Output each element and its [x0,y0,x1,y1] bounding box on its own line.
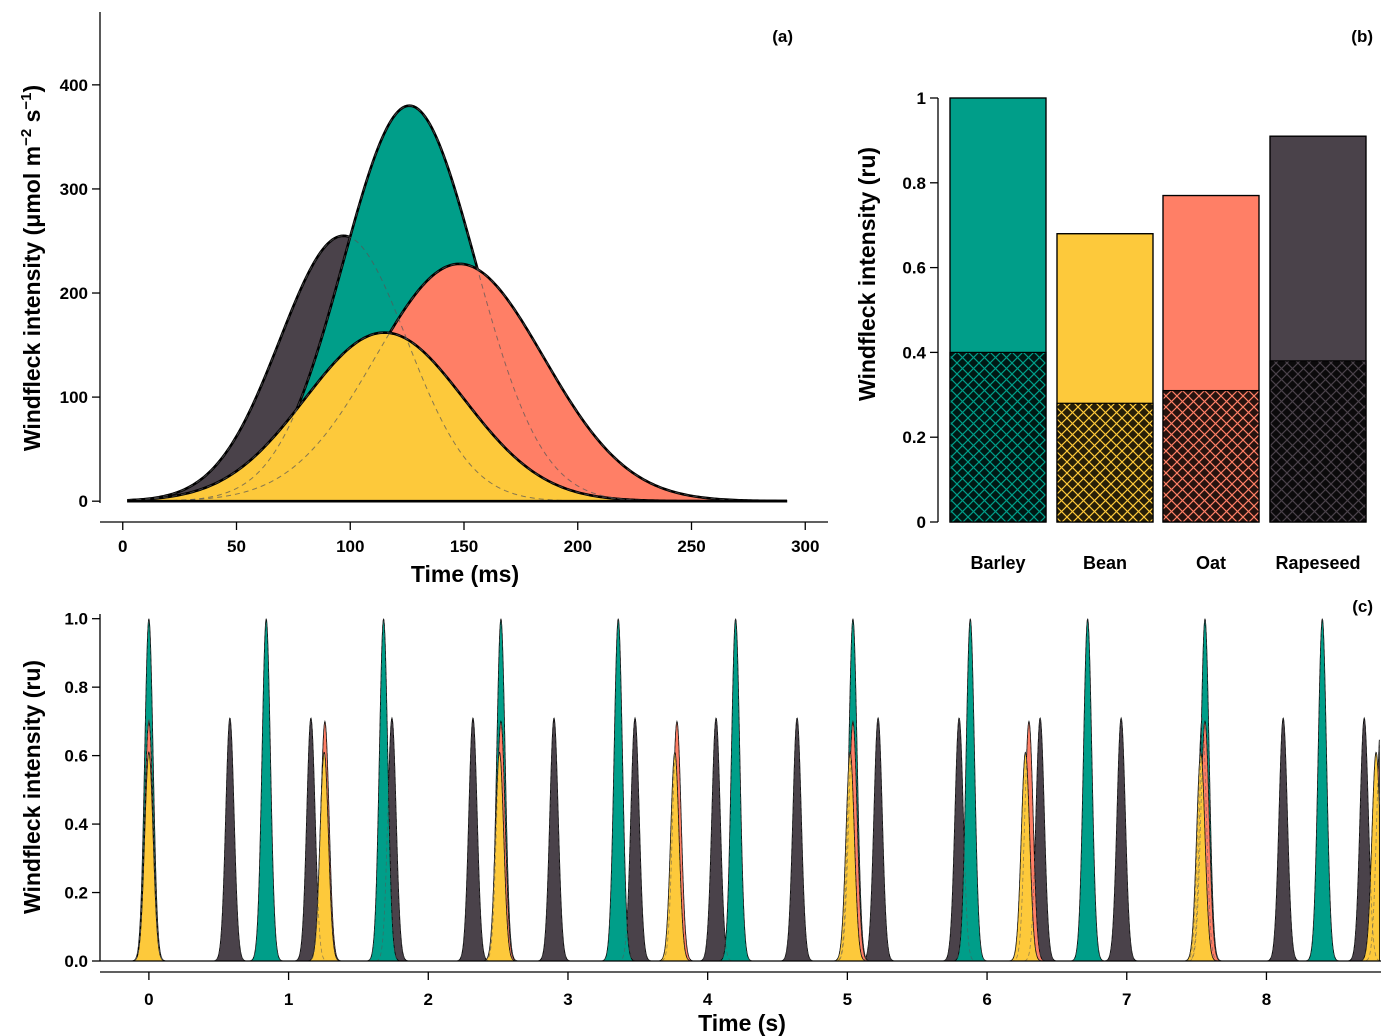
panel-a-y-tick-label: 100 [60,388,88,407]
bar-bean-hatched [1056,402,1154,523]
category-label-rapeseed: Rapeseed [1275,553,1360,573]
panel-a-area-oat [127,263,788,502]
panel-c-x-tick-label: 5 [843,990,852,1009]
panel-b: 0 0.2 0.4 0.6 0.8 1 Barley Bean Oat Rapeseed (b)… [854,27,1373,573]
panel-a-x-tick-label: 150 [450,537,478,556]
panel-a-label: (a) [772,27,793,46]
panel-a-x-axis-title: Time (ms) [411,561,519,587]
panel-a-x-tick-label: 0 [118,537,127,556]
category-label-barley: Barley [970,553,1025,573]
panel-a-x-tick-label: 100 [336,537,364,556]
panel-c-x-tick-label: 6 [982,990,991,1009]
panel-b-y-tick-label: 0.8 [902,174,926,193]
panel-a-area-bean [127,332,788,502]
panel-a-x-ticks: 0 50 100 150 200 250 300 [118,522,819,556]
panel-c-x-tick-label: 2 [424,990,433,1009]
bar-rapeseed-outline [1269,135,1367,523]
bar-oat-outline [1162,194,1260,523]
panel-b-label: (b) [1351,27,1373,46]
panel-b-y-tick-label: 0.4 [902,343,926,362]
panel-a-y-tick-label: 0 [79,492,88,511]
panel-c-y-tick-label: 0.8 [64,678,88,697]
panel-b-bars [949,97,1367,523]
panel-a-x-tick-label: 250 [677,537,705,556]
panel-b-y-ticks: 0 0.2 0.4 0.6 0.8 1 [902,89,938,532]
bar-barley-outline [949,97,1047,523]
panel-a-x-tick-label: 50 [227,537,246,556]
panel-a-y-tick-label: 200 [60,284,88,303]
panel-c-x-tick-label: 1 [284,990,293,1009]
bar-barley-hatched [949,351,1047,523]
panel-c-y-ticks: 0.0 0.2 0.4 0.6 0.8 1.0 [64,610,100,971]
panel-c-x-tick-label: 4 [703,990,713,1009]
panel-c-y-tick-label: 0.6 [64,747,88,766]
panel-a-y-tick-label: 400 [60,76,88,95]
panel-c-y-axis-title: Windfleck intensity (ru) [19,660,45,914]
panel-c: 0 1 2 3 4 5 6 7 8 0.0 0.2 0.4 0.6 0.8 1.0 (c) Time (s… [19,597,1381,1036]
panel-c-x-tick-label: 0 [144,990,153,1009]
panel-b-y-axis-title: Windfleck intensity (ru) [854,147,880,401]
category-label-oat: Oat [1196,553,1226,573]
panel-b-y-tick-label: 0.6 [902,259,926,278]
panel-b-category-labels: Barley Bean Oat Rapeseed [970,553,1360,573]
panel-c-x-ticks: 0 1 2 3 4 5 6 7 8 [144,972,1271,1009]
panel-c-y-tick-label: 0.2 [64,884,88,903]
panel-a-y-tick-label: 300 [60,180,88,199]
category-label-bean: Bean [1083,553,1127,573]
panel-c-x-tick-label: 7 [1122,990,1131,1009]
panel-c-x-axis-title: Time (s) [698,1010,786,1036]
panel-c-x-tick-label: 3 [563,990,572,1009]
panel-a-y-axis-title: Windfleck intensity (μmol m−2 s−1) [18,85,45,451]
panel-c-y-tick-label: 0.0 [64,952,88,971]
bar-oat-hatched [1162,389,1260,523]
panel-a: 0 50 100 150 200 250 300 0 100 200 300 400 (a) Tim… [18,12,828,587]
panel-c-label: (c) [1352,597,1373,616]
panel-c-dashed-bean [127,751,1380,962]
panel-b-y-tick-label: 1 [917,89,926,108]
panel-a-dashed-barley [127,105,788,502]
panel-a-y-ticks: 0 100 200 300 400 [60,76,100,511]
panel-a-series [127,104,788,503]
panel-b-y-tick-label: 0.2 [902,428,926,447]
panel-c-y-tick-label: 0.4 [64,815,88,834]
panel-c-series [100,618,1381,962]
panel-c-x-tick-label: 8 [1262,990,1271,1009]
panel-c-y-tick-label: 1.0 [64,610,88,629]
panel-b-y-tick-label: 0 [917,513,926,532]
panel-a-x-tick-label: 300 [791,537,819,556]
panel-a-dashed-oat [127,263,788,502]
panel-a-x-tick-label: 200 [564,537,592,556]
bar-rapeseed-hatched [1269,360,1367,523]
bar-bean-outline [1056,233,1154,523]
